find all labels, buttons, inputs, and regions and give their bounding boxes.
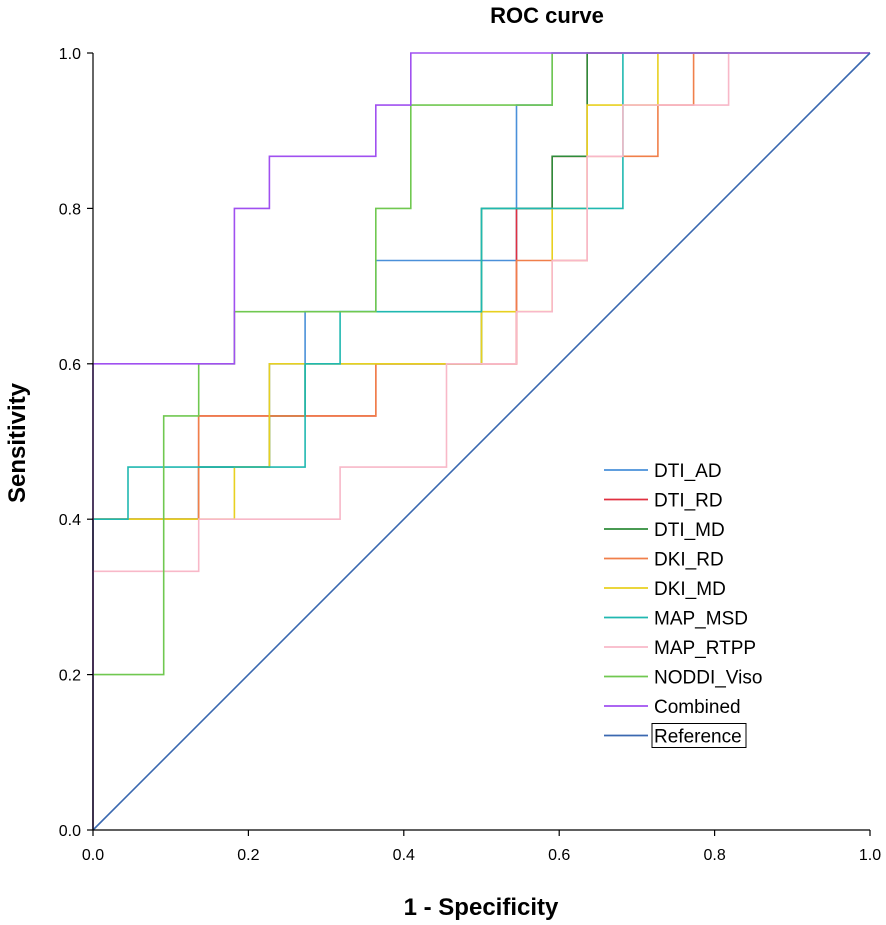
legend-label-noddi-viso: NODDI_Viso [654,668,762,689]
legend-label-dki-rd: DKI_RD [654,550,724,571]
legend-label-reference: Reference [654,727,742,748]
y-axis-label: Sensitivity [4,382,31,503]
series-layer [92,52,871,831]
plot-area: 0.0 0.2 0.4 0.6 0.8 1.0 0.0 0.2 0.4 0.6 0.8 1.0 [59,46,881,864]
x-tick-label: 0.2 [237,847,259,864]
chart-title: ROC curve [490,3,604,28]
legend-label-dti-rd: DTI_RD [654,491,723,512]
y-tick-label: 0.6 [59,357,81,374]
legend-label-dti-ad: DTI_AD [654,461,722,482]
y-tick-label: 0.4 [59,512,81,529]
x-ticks: 0.0 0.2 0.4 0.6 0.8 1.0 [82,830,881,864]
y-ticks: 0.0 0.2 0.4 0.6 0.8 1.0 [59,46,93,840]
x-tick-label: 0.4 [393,847,415,864]
y-tick-label: 0.0 [59,823,81,840]
series-line-combined [92,52,870,830]
legend-label-map-rtpp: MAP_RTPP [654,638,756,659]
y-tick-label: 0.2 [59,668,81,685]
series-line-map-rtpp [92,52,870,830]
legend-label-dti-md: DTI_MD [654,520,725,541]
legend: DTI_AD DTI_RD DTI_MD DKI_RD DKI_MD MAP_MSD MAP… [604,461,762,748]
y-tick-label: 0.8 [59,201,81,218]
series-line-map-msd [92,52,870,830]
x-tick-label: 0.0 [82,847,104,864]
legend-focus-box [651,723,747,748]
legend-label-dki-md: DKI_MD [654,579,726,600]
x-axis-label: 1 - Specificity [404,894,559,921]
legend-label-combined: Combined [654,697,741,718]
legend-label-map-msd: MAP_MSD [654,609,748,630]
x-tick-label: 0.8 [703,847,725,864]
series-line-reference [92,52,871,831]
x-tick-label: 1.0 [859,847,881,864]
x-tick-label: 0.6 [548,847,570,864]
y-tick-label: 1.0 [59,46,81,63]
